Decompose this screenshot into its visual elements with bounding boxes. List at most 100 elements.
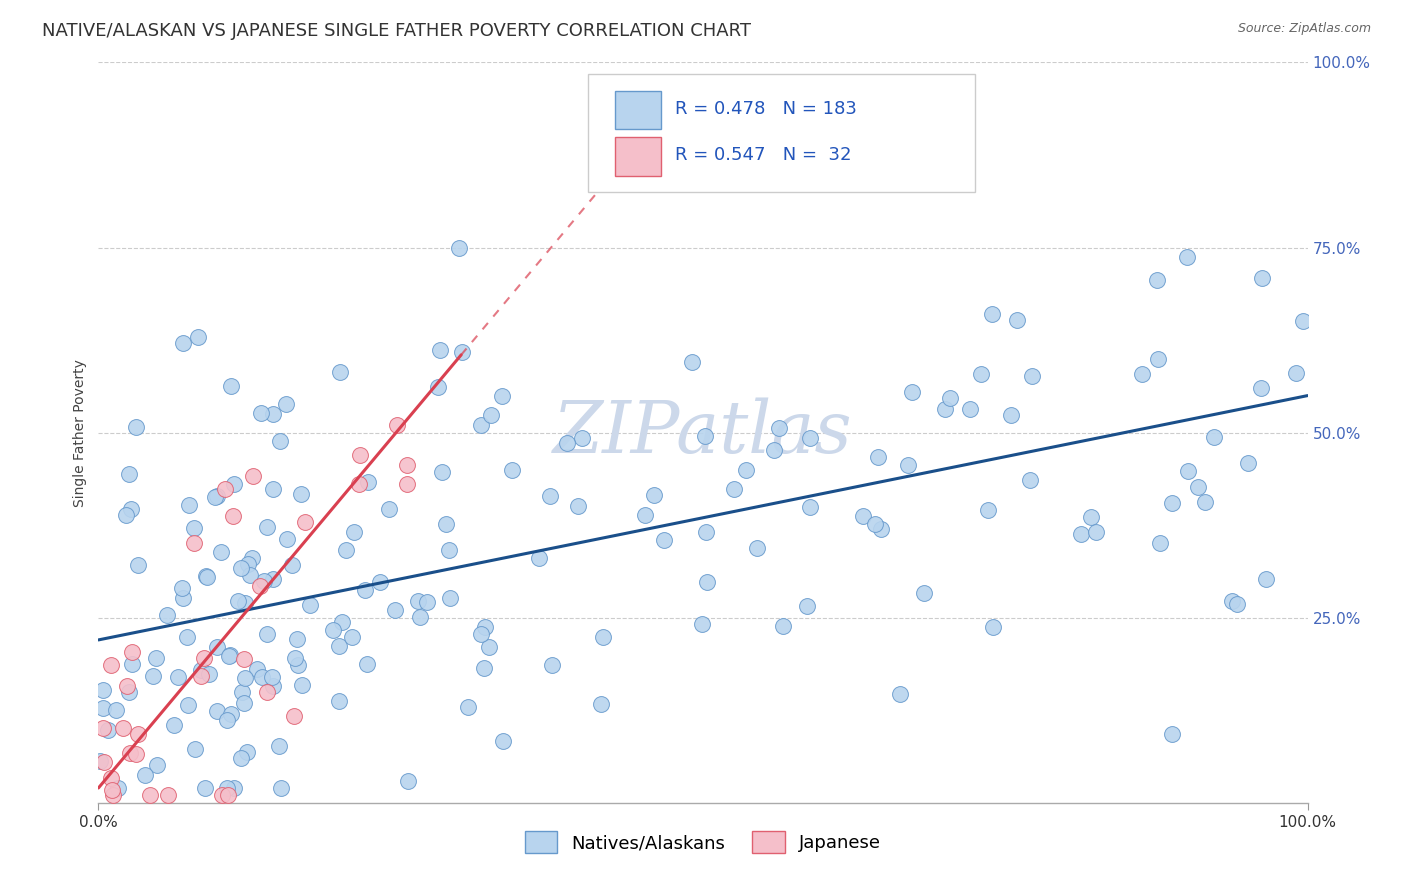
Text: NATIVE/ALASKAN VS JAPANESE SINGLE FATHER POVERTY CORRELATION CHART: NATIVE/ALASKAN VS JAPANESE SINGLE FATHER… bbox=[42, 22, 751, 40]
Point bbox=[91, 701, 114, 715]
Point bbox=[870, 522, 893, 536]
Point bbox=[696, 575, 718, 590]
Point bbox=[491, 389, 513, 403]
Point bbox=[163, 718, 186, 732]
Point bbox=[262, 670, 284, 684]
Y-axis label: Single Father Poverty: Single Father Poverty bbox=[73, 359, 87, 507]
Point bbox=[478, 640, 501, 654]
Point bbox=[211, 789, 233, 803]
Point bbox=[190, 669, 212, 683]
Point bbox=[492, 734, 515, 748]
Point bbox=[432, 465, 454, 479]
FancyBboxPatch shape bbox=[614, 137, 661, 176]
Point bbox=[329, 365, 352, 379]
Point bbox=[246, 662, 269, 676]
Point bbox=[91, 682, 114, 697]
Point bbox=[172, 591, 194, 606]
Point bbox=[799, 431, 821, 445]
Point bbox=[224, 780, 246, 795]
Point bbox=[330, 615, 353, 629]
Point bbox=[219, 379, 242, 393]
Point bbox=[1256, 573, 1278, 587]
Point bbox=[284, 650, 307, 665]
Point bbox=[735, 463, 758, 477]
Point bbox=[285, 632, 308, 646]
Point bbox=[1000, 409, 1022, 423]
Point bbox=[415, 595, 437, 609]
Point bbox=[218, 648, 240, 662]
Point bbox=[256, 626, 278, 640]
Point bbox=[236, 745, 259, 759]
Point bbox=[343, 524, 366, 539]
Point bbox=[1070, 526, 1092, 541]
Point bbox=[290, 487, 312, 501]
Point bbox=[529, 551, 551, 566]
Point bbox=[193, 780, 215, 795]
Point bbox=[112, 721, 135, 735]
Point bbox=[138, 789, 160, 803]
Point bbox=[406, 593, 429, 607]
Point bbox=[1250, 381, 1272, 395]
Point bbox=[328, 694, 350, 708]
Point bbox=[634, 508, 657, 523]
Point bbox=[357, 475, 380, 489]
Point bbox=[1251, 270, 1274, 285]
Point bbox=[555, 435, 578, 450]
Point bbox=[470, 417, 492, 432]
Point bbox=[695, 524, 717, 539]
Point bbox=[977, 503, 1000, 517]
Point bbox=[1226, 597, 1249, 611]
Point bbox=[980, 307, 1002, 321]
Point bbox=[120, 502, 142, 516]
Point bbox=[429, 343, 451, 357]
Point bbox=[384, 603, 406, 617]
Point bbox=[219, 707, 242, 722]
Point bbox=[342, 630, 364, 644]
Point bbox=[1147, 352, 1170, 367]
Point bbox=[145, 650, 167, 665]
Point bbox=[125, 747, 148, 761]
Point bbox=[959, 401, 981, 416]
Point bbox=[723, 482, 745, 496]
Point bbox=[236, 557, 259, 571]
Point bbox=[170, 582, 193, 596]
Point bbox=[267, 739, 290, 754]
Point bbox=[643, 488, 665, 502]
Point bbox=[100, 658, 122, 673]
Point bbox=[349, 448, 371, 462]
Point bbox=[176, 698, 198, 713]
Point bbox=[240, 551, 263, 566]
Point bbox=[567, 499, 589, 513]
Point bbox=[156, 607, 179, 622]
Point bbox=[104, 703, 127, 717]
Point bbox=[747, 541, 769, 555]
Point bbox=[901, 384, 924, 399]
Point bbox=[474, 620, 496, 634]
FancyBboxPatch shape bbox=[614, 91, 661, 129]
FancyBboxPatch shape bbox=[588, 73, 976, 192]
Point bbox=[195, 568, 218, 582]
Point bbox=[190, 663, 212, 677]
Point bbox=[231, 685, 253, 699]
Point bbox=[107, 780, 129, 795]
Point bbox=[262, 573, 284, 587]
Point bbox=[214, 482, 236, 496]
Text: R = 0.547   N =  32: R = 0.547 N = 32 bbox=[675, 146, 852, 164]
Point bbox=[118, 467, 141, 481]
Point bbox=[233, 596, 256, 610]
Point bbox=[681, 355, 703, 369]
Point bbox=[852, 508, 875, 523]
Point bbox=[437, 543, 460, 558]
Point bbox=[354, 582, 377, 597]
Point bbox=[1080, 510, 1102, 524]
Point bbox=[269, 434, 291, 448]
Point bbox=[1202, 429, 1225, 443]
Point bbox=[865, 516, 887, 531]
Point bbox=[1130, 367, 1153, 381]
Point bbox=[472, 661, 495, 675]
Point bbox=[447, 241, 470, 255]
Point bbox=[142, 668, 165, 682]
Text: ZIPatlas: ZIPatlas bbox=[553, 397, 853, 468]
Point bbox=[101, 789, 124, 803]
Point bbox=[347, 477, 370, 491]
